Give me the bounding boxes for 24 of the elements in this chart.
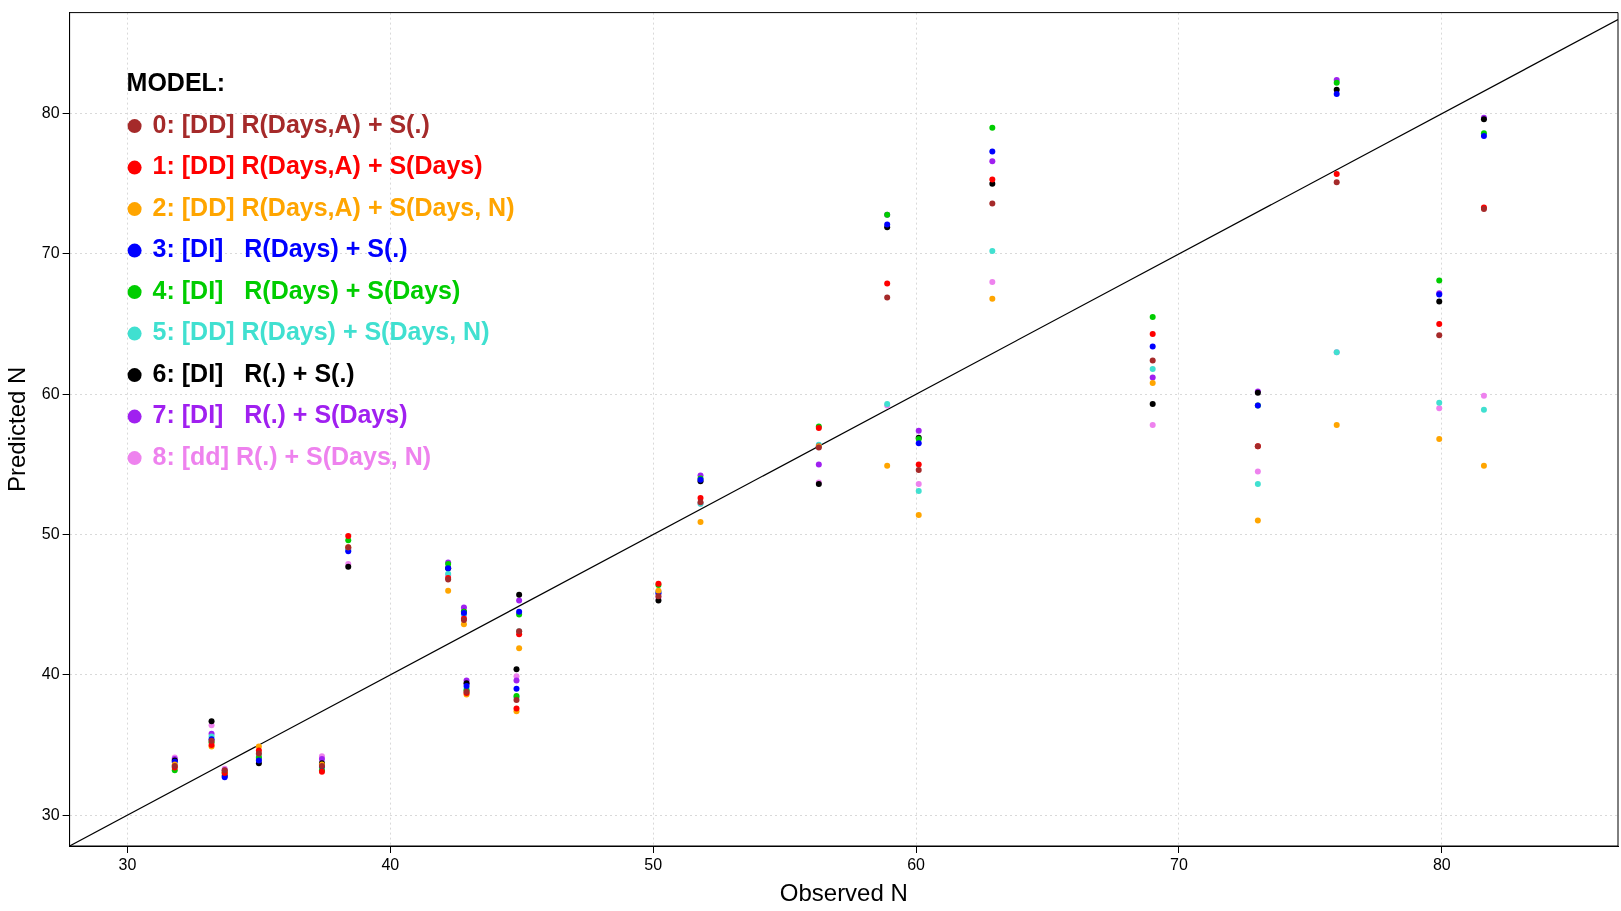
legend-title: MODEL: <box>126 68 226 97</box>
legend-label: 8: [dd] R(.) + S(Days, N) <box>152 441 432 470</box>
y-tick-label: 60 <box>41 384 60 402</box>
y-tick-label: 50 <box>41 524 60 542</box>
legend-label: 5: [DD] R(Days) + S(Days, N) <box>152 317 490 346</box>
legend-label: 6: [DI] R(.) + S(.) <box>152 358 355 387</box>
x-tick-label: 30 <box>118 856 137 874</box>
legend-label: 3: [DI] R(Days) + S(.) <box>152 234 408 263</box>
y-tick-label: 40 <box>41 665 60 683</box>
y-tick-label: 80 <box>41 104 60 122</box>
legend-label: 0: [DD] R(Days,A) + S(.) <box>152 109 430 138</box>
legend-label: 7: [DI] R(.) + S(Days) <box>152 400 408 429</box>
legend-label: 4: [DI] R(Days) + S(Days) <box>152 275 461 304</box>
x-tick-label: 60 <box>907 856 926 874</box>
x-tick-label: 70 <box>1170 856 1188 874</box>
y-tick-label: 70 <box>41 244 60 262</box>
x-tick-label: 50 <box>644 856 663 874</box>
x-tick-label: 80 <box>1432 856 1451 874</box>
x-axis-title: Observed N <box>779 879 908 907</box>
legend-label: 2: [DD] R(Days,A) + S(Days, N) <box>152 192 515 221</box>
y-axis-title: Predicted N <box>3 366 31 492</box>
x-tick-label: 40 <box>381 856 400 874</box>
legend-label: 1: [DD] R(Days,A) + S(Days) <box>152 151 483 180</box>
y-tick-label: 30 <box>41 805 60 823</box>
